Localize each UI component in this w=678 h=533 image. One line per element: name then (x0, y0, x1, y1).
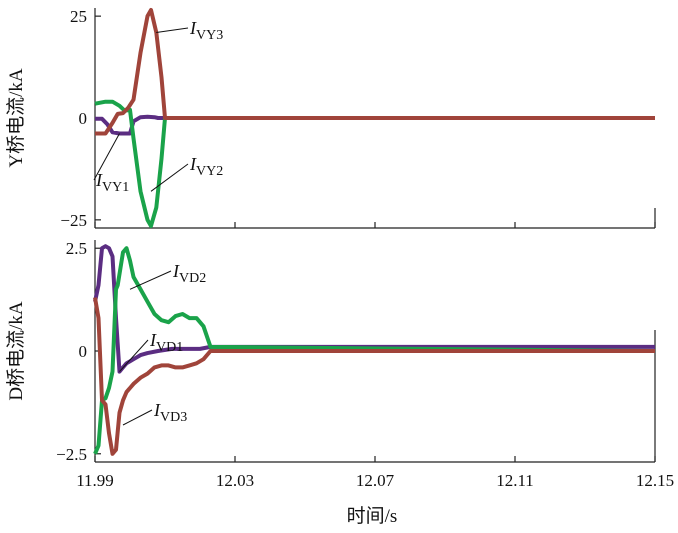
annotation-label: IVD1 (149, 330, 183, 355)
x-axis-title: 时间/s (347, 505, 398, 527)
annotation-leader (156, 27, 189, 33)
annotation-label: IVY2 (189, 154, 223, 179)
annotation-leader (119, 339, 149, 372)
y-tick-label: −2.5 (56, 445, 87, 464)
annotation-leader (150, 163, 189, 192)
y-tick-label: 0 (79, 342, 88, 361)
series-line-vd3 (93, 297, 655, 456)
series-line-vy2 (94, 99, 655, 228)
x-tick-label: 12.15 (636, 471, 674, 490)
annotation-label: IVY3 (189, 18, 223, 43)
annotation-leader (122, 409, 153, 426)
y-bridge-panel: 25 0 −25 Y桥电流/kA IVY3 IVY2 IVY1 (5, 7, 656, 230)
y-tick-label: −25 (60, 211, 87, 230)
annotation-label: IVD3 (153, 400, 187, 425)
series-line-vd2 (93, 246, 656, 455)
y-tick-label: 25 (70, 7, 87, 26)
x-tick-label: 11.99 (76, 471, 114, 490)
x-tick-label: 12.07 (356, 471, 395, 490)
x-tick-label: 12.03 (216, 471, 254, 490)
d-bridge-panel: 2.5 0 −2.5 11.99 12.03 12.07 12.11 12.15 D桥电流/kA… (5, 239, 674, 490)
y-tick-label: 0 (79, 109, 88, 128)
annotation-leader (129, 270, 172, 290)
x-tick-label: 12.11 (496, 471, 534, 490)
annotation-label: IVD2 (172, 261, 206, 286)
y-axis-title: D桥电流/kA (5, 301, 27, 401)
annotation-label: IVY1 (95, 170, 129, 195)
y-tick-label: 2.5 (66, 239, 87, 258)
series-line-vy3 (95, 8, 655, 136)
annotation-leader (93, 133, 120, 181)
series-line-vd1 (93, 244, 655, 374)
y-axis-title: Y桥电流/kA (5, 68, 27, 168)
